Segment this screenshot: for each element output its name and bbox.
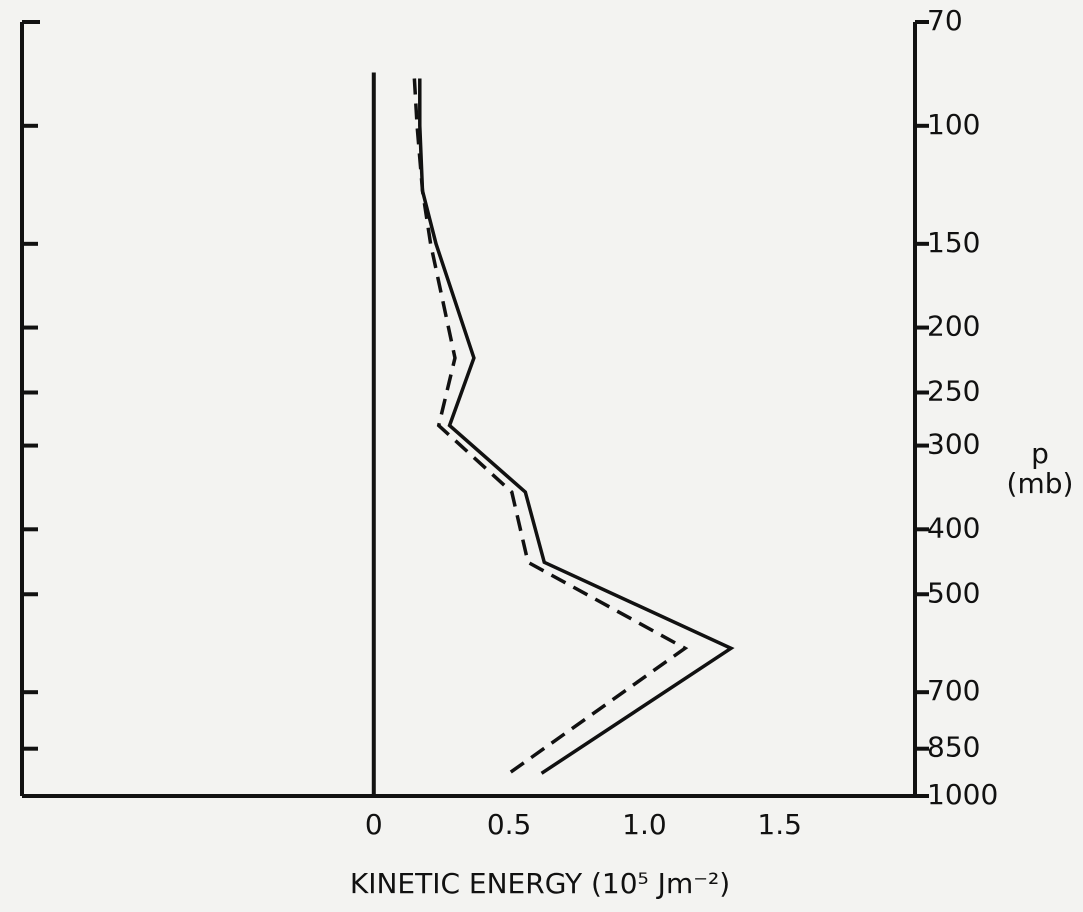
y-tick-label: 300 [927,428,980,461]
y-tick-label: 100 [927,108,980,141]
y-axis-unit: (mb) [1007,467,1074,500]
y-tick-label: 400 [927,511,980,544]
y-tick-label: 1000 [927,778,998,811]
y-tick-label: 700 [927,674,980,707]
y-tick-label: 200 [927,310,980,343]
x-tick-label: 1.5 [757,808,802,841]
series-line [418,78,735,775]
x-tick-label: 0.5 [487,808,532,841]
x-axis-label: KINETIC ENERGY (10⁵ Jm⁻²) [350,867,730,900]
series-line [412,78,689,775]
y-tick-label: 850 [927,731,980,764]
y-tick-label: 500 [927,576,980,609]
y-tick-label: 150 [927,226,980,259]
y-axis-label: p [1031,437,1049,470]
y-tick-label: 70 [927,4,963,37]
y-tick-label: 250 [927,375,980,408]
x-tick-label: 1.0 [622,808,667,841]
x-tick-label: 0 [365,808,383,841]
